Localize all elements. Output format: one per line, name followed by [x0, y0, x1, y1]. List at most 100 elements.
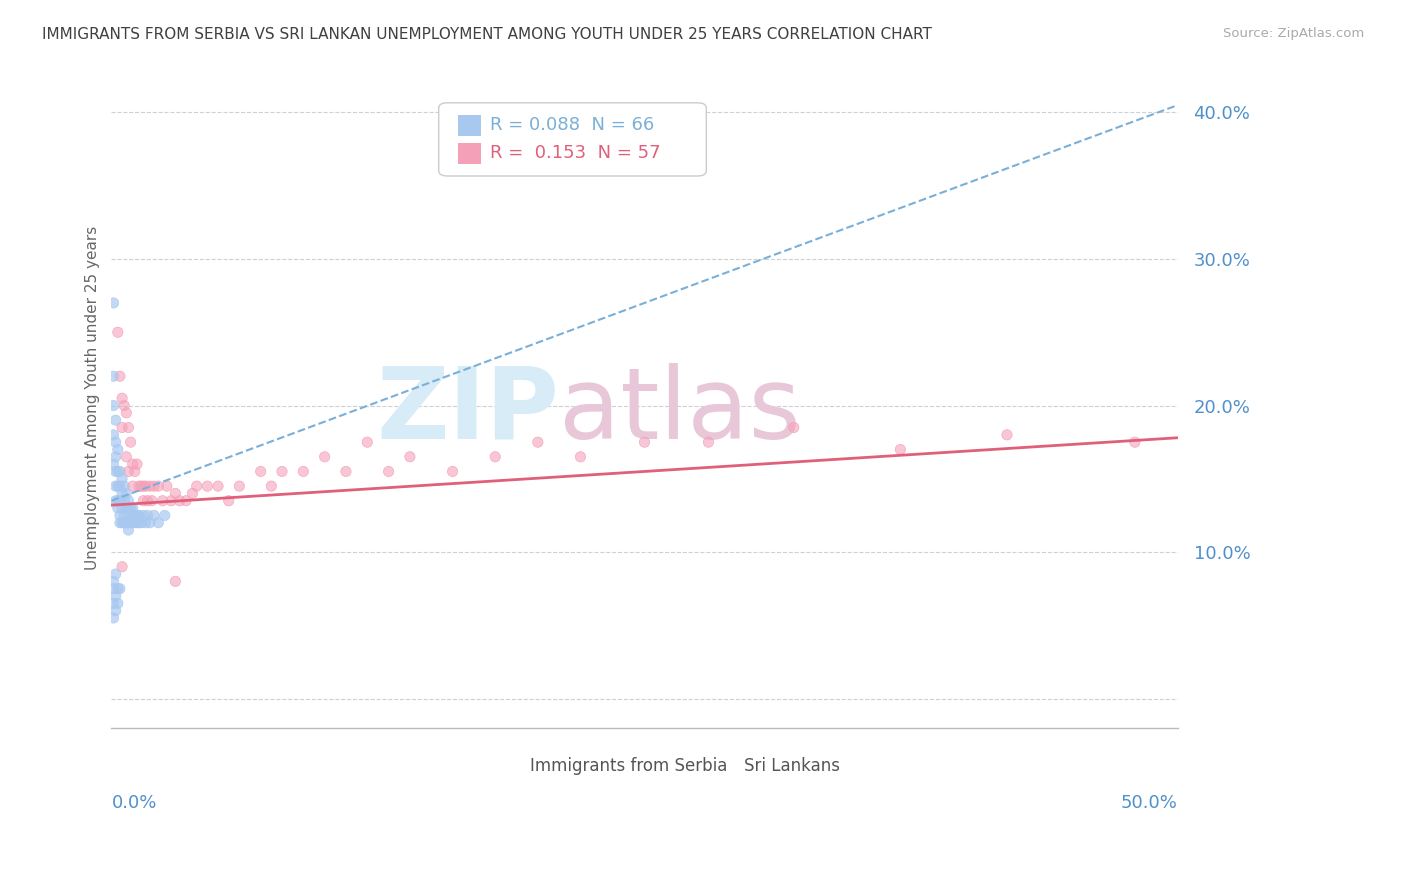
Point — [112, 508, 135, 523]
Point — [143, 508, 166, 523]
Point — [108, 479, 131, 493]
Point — [104, 493, 127, 508]
Point — [107, 493, 129, 508]
Point — [115, 501, 138, 516]
Point — [697, 435, 720, 450]
Point — [104, 479, 127, 493]
Point — [115, 501, 138, 516]
Point — [135, 516, 157, 530]
Point — [107, 493, 129, 508]
Point — [441, 465, 464, 479]
Point — [160, 493, 183, 508]
Point — [356, 435, 378, 450]
Y-axis label: Unemployment Among Youth under 25 years: Unemployment Among Youth under 25 years — [86, 226, 100, 570]
Point — [132, 493, 155, 508]
Point — [120, 501, 142, 516]
Point — [271, 465, 294, 479]
Point — [152, 493, 174, 508]
Point — [107, 501, 129, 516]
Point — [292, 465, 315, 479]
Point — [111, 559, 134, 574]
Point — [121, 501, 143, 516]
Point — [135, 479, 157, 493]
Point — [117, 501, 139, 516]
Point — [143, 508, 166, 523]
Point — [108, 369, 131, 384]
Point — [124, 508, 146, 523]
Point — [356, 435, 378, 450]
Point — [139, 479, 162, 493]
Point — [124, 465, 146, 479]
Point — [107, 465, 129, 479]
Bar — [501, 757, 524, 774]
Point — [115, 516, 138, 530]
Point — [107, 325, 129, 339]
Bar — [458, 115, 481, 136]
Point — [128, 516, 150, 530]
Point — [104, 465, 127, 479]
Point — [107, 501, 129, 516]
Point — [148, 479, 170, 493]
Point — [111, 516, 134, 530]
Point — [117, 516, 139, 530]
Point — [128, 508, 150, 523]
Point — [218, 493, 240, 508]
Point — [260, 479, 283, 493]
Point — [103, 427, 125, 442]
Point — [174, 493, 197, 508]
Point — [117, 523, 139, 537]
Bar — [458, 143, 481, 164]
Point — [399, 450, 422, 464]
Point — [165, 574, 187, 589]
Point — [125, 508, 148, 523]
Point — [125, 457, 148, 471]
Point — [111, 391, 134, 405]
Point — [108, 582, 131, 596]
Point — [107, 596, 129, 610]
Point — [121, 457, 143, 471]
Point — [104, 435, 127, 450]
Point — [139, 516, 162, 530]
Point — [112, 508, 135, 523]
Point — [121, 501, 143, 516]
Point — [314, 450, 336, 464]
Text: Sri Lankans: Sri Lankans — [744, 757, 839, 775]
Point — [103, 369, 125, 384]
Point — [112, 516, 135, 530]
Point — [129, 479, 152, 493]
Point — [103, 596, 125, 610]
Point — [103, 296, 125, 310]
Point — [156, 479, 179, 493]
Point — [228, 479, 250, 493]
Point — [132, 508, 155, 523]
Point — [121, 457, 143, 471]
Point — [121, 479, 143, 493]
Point — [108, 369, 131, 384]
Point — [103, 457, 125, 471]
Point — [111, 501, 134, 516]
Point — [1123, 435, 1146, 450]
Point — [108, 508, 131, 523]
Point — [111, 472, 134, 486]
Point — [132, 479, 155, 493]
Point — [115, 450, 138, 464]
Point — [115, 486, 138, 500]
Point — [111, 486, 134, 500]
Point — [112, 493, 135, 508]
Point — [129, 516, 152, 530]
Point — [104, 465, 127, 479]
Point — [107, 442, 129, 457]
Point — [125, 516, 148, 530]
Point — [107, 325, 129, 339]
Point — [141, 493, 163, 508]
Point — [783, 420, 806, 434]
Point — [169, 493, 191, 508]
Point — [1123, 435, 1146, 450]
Point — [117, 420, 139, 434]
Point — [124, 508, 146, 523]
Point — [115, 406, 138, 420]
Point — [103, 611, 125, 625]
Point — [103, 296, 125, 310]
Point — [103, 369, 125, 384]
Point — [111, 472, 134, 486]
